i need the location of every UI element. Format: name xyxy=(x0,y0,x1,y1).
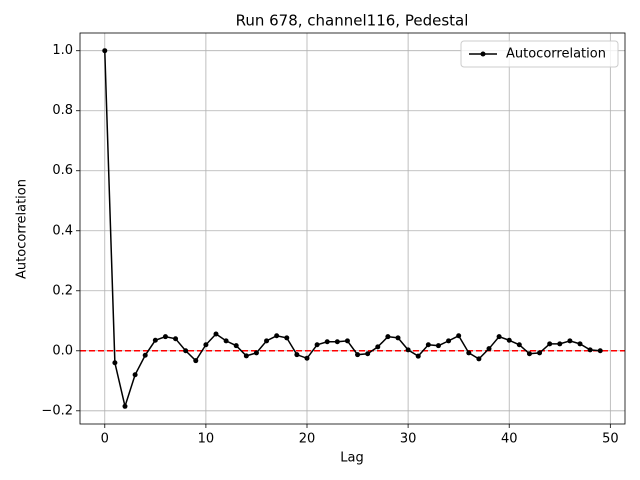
x-tick-label: 20 xyxy=(299,432,316,447)
data-point xyxy=(162,334,168,340)
data-point xyxy=(506,337,512,343)
data-point xyxy=(355,352,361,358)
data-point xyxy=(193,358,199,364)
data-point xyxy=(112,360,118,366)
data-point xyxy=(395,335,401,341)
y-tick-label: 1.0 xyxy=(52,43,73,58)
chart-title: Run 678, channel116, Pedestal xyxy=(236,12,469,30)
y-axis-label: Autocorrelation xyxy=(15,179,30,279)
y-tick-label: 0.8 xyxy=(52,103,73,118)
plot-frame xyxy=(79,32,626,425)
data-point xyxy=(486,346,492,352)
x-tick-label: 0 xyxy=(101,432,109,447)
data-point xyxy=(557,341,563,347)
data-point xyxy=(597,348,603,354)
data-point xyxy=(314,342,320,348)
data-point xyxy=(243,353,249,359)
data-point xyxy=(587,347,593,353)
data-point xyxy=(526,351,532,357)
data-point xyxy=(375,344,381,350)
legend-box xyxy=(460,40,619,68)
data-point xyxy=(334,339,340,345)
x-tick-label: 40 xyxy=(501,432,518,447)
y-tick-label: 0.6 xyxy=(52,163,73,178)
data-point xyxy=(456,333,462,339)
data-point xyxy=(344,338,350,344)
x-tick-label: 50 xyxy=(602,432,619,447)
data-point xyxy=(446,338,452,344)
y-tick-label: −0.2 xyxy=(41,403,73,418)
data-point xyxy=(516,342,522,348)
data-point xyxy=(365,351,371,357)
data-point xyxy=(274,333,280,339)
data-point xyxy=(122,403,128,409)
data-point xyxy=(233,343,239,349)
data-point xyxy=(496,334,502,340)
data-point xyxy=(213,331,219,337)
data-point xyxy=(425,342,431,348)
data-point xyxy=(132,372,138,378)
legend-label: Autocorrelation xyxy=(506,47,606,62)
data-point xyxy=(223,338,229,344)
data-point xyxy=(537,350,543,356)
data-point xyxy=(435,343,441,349)
data-point xyxy=(304,355,310,361)
data-point xyxy=(183,348,189,354)
data-point xyxy=(294,352,300,358)
data-point xyxy=(142,352,148,358)
data-point xyxy=(284,335,290,341)
data-point xyxy=(415,353,421,359)
data-point xyxy=(203,342,209,348)
data-point xyxy=(102,48,108,54)
y-tick-label: 0.0 xyxy=(52,343,73,358)
data-point xyxy=(476,356,482,362)
data-point xyxy=(466,350,472,356)
legend-marker xyxy=(480,51,486,57)
data-point xyxy=(567,338,573,344)
y-tick-label: 0.4 xyxy=(52,223,73,238)
x-tick-label: 30 xyxy=(400,432,417,447)
y-tick-label: 0.2 xyxy=(52,283,73,298)
data-point xyxy=(264,338,270,344)
x-axis-label: Lag xyxy=(340,451,363,466)
data-point xyxy=(324,339,330,345)
data-point xyxy=(385,334,391,340)
data-point xyxy=(152,337,158,343)
data-point xyxy=(547,341,553,347)
data-point xyxy=(405,347,411,353)
data-point xyxy=(253,350,259,356)
x-tick-label: 10 xyxy=(198,432,215,447)
data-point xyxy=(173,336,179,342)
data-point xyxy=(577,341,583,347)
